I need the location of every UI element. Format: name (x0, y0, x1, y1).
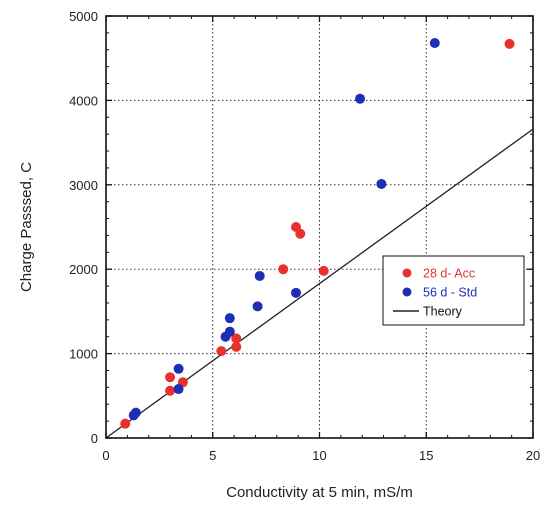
legend-item-56d-std: 56 d - Std (402, 286, 477, 300)
y-tick-label: 1000 (69, 347, 98, 362)
data-points-layer (120, 38, 515, 429)
data-point-56-d-std (429, 38, 440, 49)
data-point-56-d-std (355, 93, 366, 104)
legend-marker-56d-std (402, 287, 412, 297)
data-point-56-d-std (224, 313, 235, 324)
x-tick-label: 0 (102, 448, 109, 463)
y-tick-label: 0 (91, 431, 98, 446)
legend-item-theory: Theory (393, 305, 463, 319)
data-point-28-d-acc (295, 228, 306, 239)
data-point-28-d-acc (165, 372, 176, 383)
data-point-28-d-acc (318, 265, 329, 276)
legend-label-28d-acc: 28 d- Acc (423, 267, 475, 281)
data-point-28-d-acc (504, 38, 515, 49)
y-axis-title: Charge Passsed, C (18, 162, 35, 292)
x-tick-label: 20 (526, 448, 540, 463)
y-tick-label: 3000 (69, 178, 98, 193)
data-point-56-d-std (130, 407, 141, 418)
data-point-56-d-std (254, 270, 265, 281)
legend-marker-28d-acc (402, 268, 412, 278)
legend-label-56d-std: 56 d - Std (423, 286, 477, 300)
data-point-56-d-std (173, 384, 184, 395)
data-point-28-d-acc (120, 418, 131, 429)
data-point-28-d-acc (165, 385, 176, 396)
data-point-28-d-acc (278, 264, 289, 275)
x-axis-title: Conductivity at 5 min, mS/m (226, 484, 413, 501)
data-point-28-d-acc (216, 346, 227, 357)
x-tick-label: 5 (209, 448, 216, 463)
tick-labels: 0 5 10 15 20 0 1000 2000 3000 4000 5000 (69, 9, 540, 463)
legend-item-28d-acc: 28 d- Acc (402, 267, 475, 281)
data-point-56-d-std (252, 301, 263, 312)
y-tick-label: 2000 (69, 262, 98, 277)
data-point-28-d-acc (231, 341, 242, 352)
legend-label-theory: Theory (423, 305, 463, 319)
data-point-56-d-std (376, 178, 387, 189)
legend: 28 d- Acc 56 d - Std Theory (382, 255, 525, 326)
data-point-28-d-acc (231, 333, 242, 344)
axis-ticks (105, 15, 534, 439)
data-point-56-d-std (173, 363, 184, 374)
data-point-56-d-std (224, 326, 235, 337)
x-tick-label: 15 (419, 448, 433, 463)
y-tick-label: 5000 (69, 9, 98, 24)
data-point-56-d-std (291, 287, 302, 298)
x-tick-label: 10 (312, 448, 326, 463)
y-tick-label: 4000 (69, 93, 98, 108)
